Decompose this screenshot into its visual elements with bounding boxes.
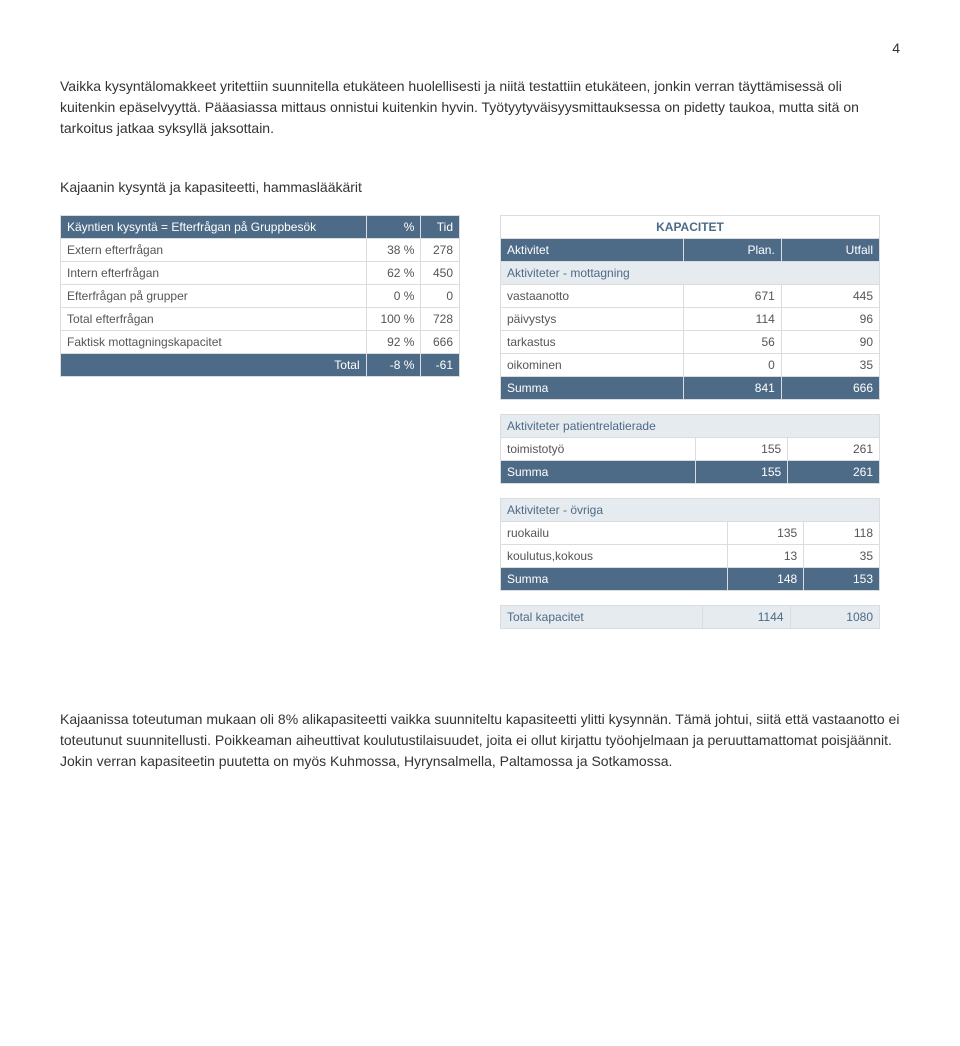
- row-label: Extern efterfrågan: [61, 239, 367, 262]
- kapacitet-title: KAPACITET: [501, 216, 880, 239]
- row-tid: 450: [421, 262, 460, 285]
- group-heading: Aktiviteter patientrelatierade: [501, 415, 880, 438]
- table-row: vastaanotto 671 445: [501, 285, 880, 308]
- sum-label: Summa: [501, 568, 728, 591]
- row-label: päivystys: [501, 308, 684, 331]
- row-tid: 728: [421, 308, 460, 331]
- row-label: tarkastus: [501, 331, 684, 354]
- col-aktivitet: Aktivitet: [501, 239, 684, 262]
- row-utfall: 261: [788, 438, 880, 461]
- header-pct: %: [366, 216, 421, 239]
- row-pct: 62 %: [366, 262, 421, 285]
- table-row: Extern efterfrågan 38 % 278: [61, 239, 460, 262]
- header-label: Käyntien kysyntä = Efterfrågan på Gruppb…: [61, 216, 367, 239]
- sum-plan: 841: [683, 377, 781, 400]
- row-utfall: 96: [781, 308, 879, 331]
- row-pct: 0 %: [366, 285, 421, 308]
- total-pct: -8 %: [366, 354, 421, 377]
- table-row: koulutus,kokous 13 35: [501, 545, 880, 568]
- row-utfall: 35: [781, 354, 879, 377]
- table-row: oikominen 0 35: [501, 354, 880, 377]
- row-plan: 114: [683, 308, 781, 331]
- spacer: [500, 591, 880, 605]
- row-label: Efterfrågan på grupper: [61, 285, 367, 308]
- row-pct: 92 %: [366, 331, 421, 354]
- table-total-row: Total -8 % -61: [61, 354, 460, 377]
- row-tid: 666: [421, 331, 460, 354]
- group-heading: Aktiviteter - mottagning: [501, 262, 880, 285]
- capacity-header-row: Aktivitet Plan. Utfall: [501, 239, 880, 262]
- sum-utfall: 666: [781, 377, 879, 400]
- table-row: Intern efterfrågan 62 % 450: [61, 262, 460, 285]
- section-heading: Kajaanin kysyntä ja kapasiteetti, hammas…: [60, 179, 900, 195]
- total-utfall: 1080: [790, 606, 879, 629]
- sum-row: Summa 148 153: [501, 568, 880, 591]
- spacer: [500, 400, 880, 414]
- kapacitet-title-row: KAPACITET: [501, 216, 880, 239]
- row-utfall: 445: [781, 285, 879, 308]
- sum-label: Summa: [501, 377, 684, 400]
- row-label: koulutus,kokous: [501, 545, 728, 568]
- tables-container: Käyntien kysyntä = Efterfrågan på Gruppb…: [60, 215, 900, 629]
- row-label: Faktisk mottagningskapacitet: [61, 331, 367, 354]
- sum-row: Summa 841 666: [501, 377, 880, 400]
- group-heading-row: Aktiviteter - övriga: [501, 499, 880, 522]
- sum-utfall: 153: [804, 568, 880, 591]
- table-row: ruokailu 135 118: [501, 522, 880, 545]
- total-label: Total: [61, 354, 367, 377]
- row-plan: 13: [728, 545, 804, 568]
- row-label: oikominen: [501, 354, 684, 377]
- row-pct: 38 %: [366, 239, 421, 262]
- total-kapacitet-row: Total kapacitet 1144 1080: [501, 606, 880, 629]
- capacity-table-1: KAPACITET Aktivitet Plan. Utfall Aktivit…: [500, 215, 880, 400]
- row-plan: 671: [683, 285, 781, 308]
- row-label: ruokailu: [501, 522, 728, 545]
- row-tid: 0: [421, 285, 460, 308]
- sum-utfall: 261: [788, 461, 880, 484]
- spacer: [500, 484, 880, 498]
- table-header-row: Käyntien kysyntä = Efterfrågan på Gruppb…: [61, 216, 460, 239]
- total-tid: -61: [421, 354, 460, 377]
- row-label: vastaanotto: [501, 285, 684, 308]
- row-tid: 278: [421, 239, 460, 262]
- sum-label: Summa: [501, 461, 696, 484]
- sum-row: Summa 155 261: [501, 461, 880, 484]
- group-heading-row: Aktiviteter - mottagning: [501, 262, 880, 285]
- table-row: päivystys 114 96: [501, 308, 880, 331]
- table-row: Efterfrågan på grupper 0 % 0: [61, 285, 460, 308]
- total-plan: 1144: [703, 606, 790, 629]
- row-label: toimistotyö: [501, 438, 696, 461]
- capacity-tables-container: KAPACITET Aktivitet Plan. Utfall Aktivit…: [500, 215, 880, 629]
- row-plan: 155: [696, 438, 788, 461]
- row-utfall: 90: [781, 331, 879, 354]
- col-utfall: Utfall: [781, 239, 879, 262]
- page-number: 4: [60, 40, 900, 56]
- row-utfall: 118: [804, 522, 880, 545]
- group-heading: Aktiviteter - övriga: [501, 499, 880, 522]
- intro-paragraph: Vaikka kysyntälomakkeet yritettiin suunn…: [60, 76, 900, 139]
- group-heading-row: Aktiviteter patientrelatierade: [501, 415, 880, 438]
- sum-plan: 148: [728, 568, 804, 591]
- row-label: Intern efterfrågan: [61, 262, 367, 285]
- demand-table: Käyntien kysyntä = Efterfrågan på Gruppb…: [60, 215, 460, 377]
- row-label: Total efterfrågan: [61, 308, 367, 331]
- row-plan: 135: [728, 522, 804, 545]
- table-row: toimistotyö 155 261: [501, 438, 880, 461]
- sum-plan: 155: [696, 461, 788, 484]
- row-utfall: 35: [804, 545, 880, 568]
- table-row: Total efterfrågan 100 % 728: [61, 308, 460, 331]
- header-tid: Tid: [421, 216, 460, 239]
- capacity-table-3: Aktiviteter - övriga ruokailu 135 118 ko…: [500, 498, 880, 591]
- table-row: Faktisk mottagningskapacitet 92 % 666: [61, 331, 460, 354]
- total-label: Total kapacitet: [501, 606, 703, 629]
- capacity-total-table: Total kapacitet 1144 1080: [500, 605, 880, 629]
- demand-table-container: Käyntien kysyntä = Efterfrågan på Gruppb…: [60, 215, 460, 377]
- table-row: tarkastus 56 90: [501, 331, 880, 354]
- capacity-table-2: Aktiviteter patientrelatierade toimistot…: [500, 414, 880, 484]
- row-pct: 100 %: [366, 308, 421, 331]
- col-plan: Plan.: [683, 239, 781, 262]
- row-plan: 0: [683, 354, 781, 377]
- row-plan: 56: [683, 331, 781, 354]
- bottom-paragraph: Kajaanissa toteutuman mukaan oli 8% alik…: [60, 709, 900, 772]
